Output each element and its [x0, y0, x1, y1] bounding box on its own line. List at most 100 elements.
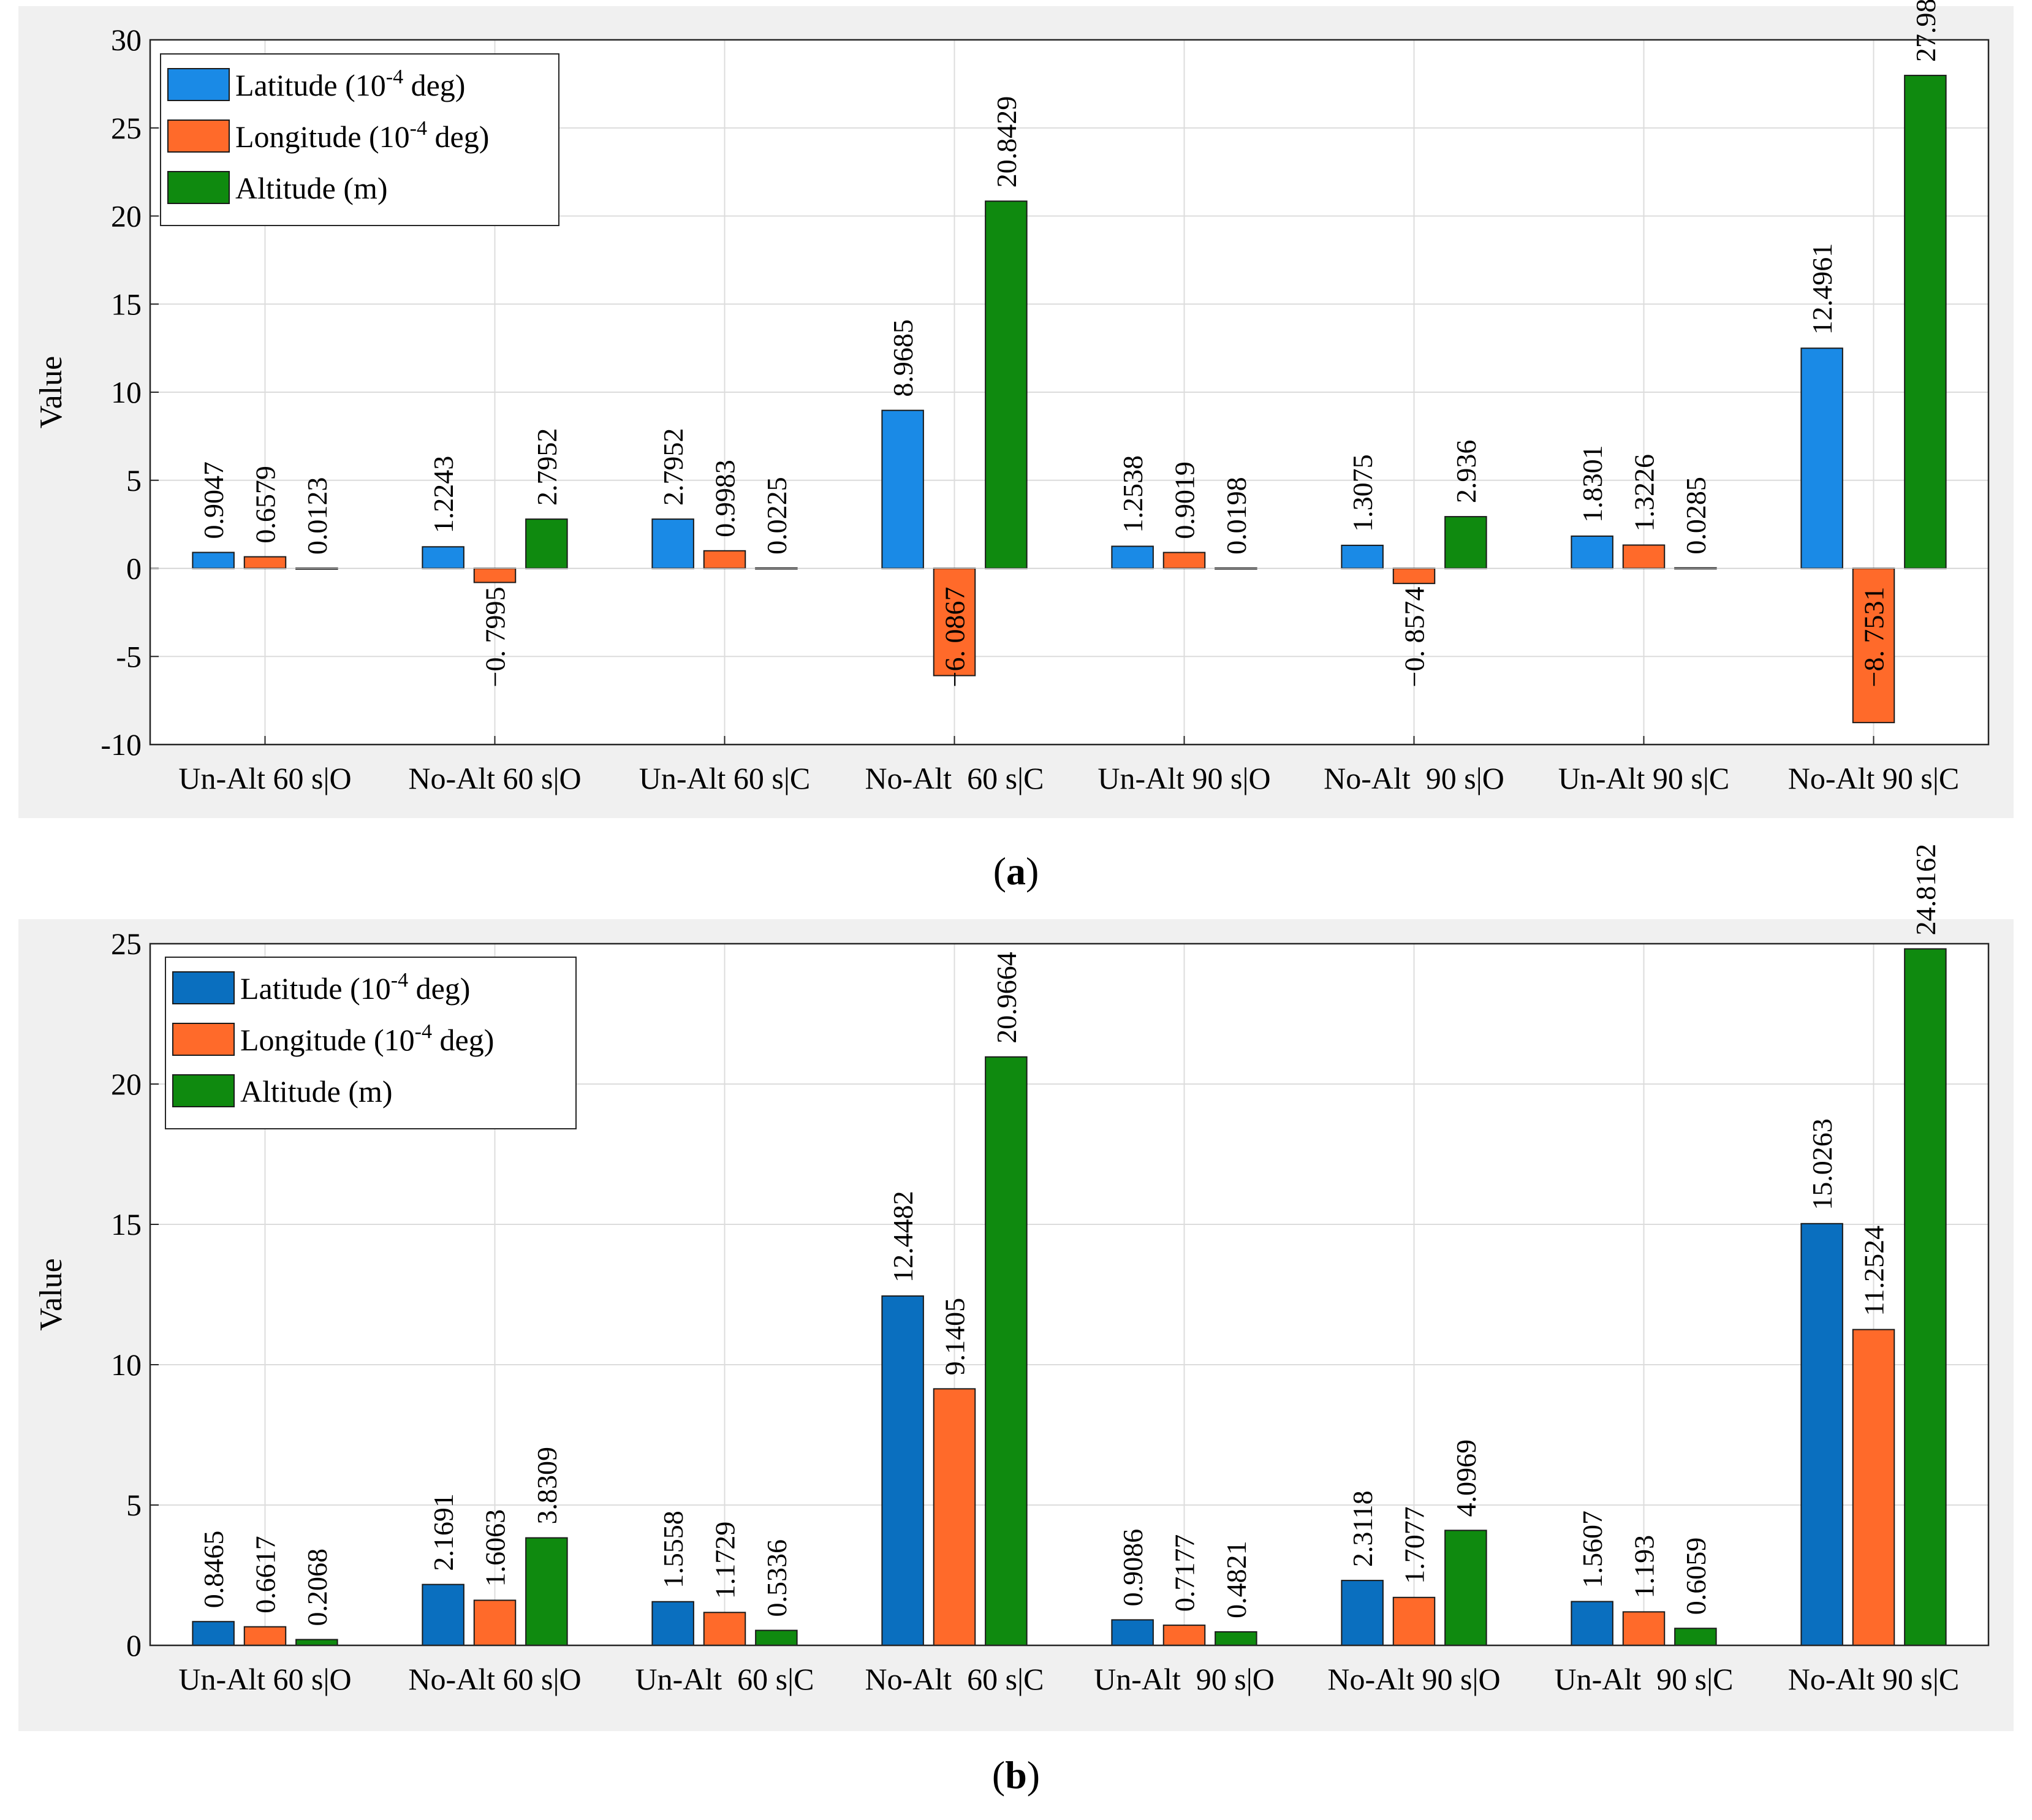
chart-a-ytick-label: 20	[111, 199, 142, 233]
chart-a-data-label: −8. 7531	[1859, 587, 1890, 688]
chart-a-xtick-label: No-Alt 90 s|O	[1324, 761, 1504, 795]
chart-b-data-label: 2.3118	[1347, 1490, 1378, 1567]
chart-b-bar-latitude	[1341, 1580, 1384, 1646]
chart-a-data-label: 1.2538	[1117, 455, 1148, 533]
chart-b-data-label: 15.0263	[1806, 1118, 1838, 1210]
chart-b-bar-altitude	[1674, 1628, 1717, 1646]
chart-b-data-label: 11.2524	[1859, 1226, 1890, 1316]
chart-a-ytick-label: -10	[100, 727, 142, 762]
chart-b-legend-entry: Latitude (10-4 deg)	[240, 969, 470, 1006]
chart-a-data-label: 0.6579	[250, 466, 281, 544]
chart-b-xtick-label: Un-Alt 60 s|O	[178, 1662, 351, 1696]
chart-b-data-label: 0.6617	[250, 1536, 281, 1613]
chart-a-axes-box	[149, 39, 1990, 746]
chart-a-bar-altitude	[525, 518, 568, 569]
chart-b-data-label: 0.9086	[1117, 1529, 1148, 1607]
chart-b-ytick-label: 5	[126, 1488, 142, 1522]
chart-b-ytick-label: 10	[111, 1348, 142, 1382]
chart-b-axes-box	[149, 942, 1990, 1647]
chart-b-bar-altitude	[1215, 1631, 1257, 1646]
chart-a-data-label: 1.2243	[428, 456, 459, 534]
caption-b: (b)	[991, 1753, 1041, 1797]
chart-a-data-label: 0.0225	[761, 477, 792, 555]
chart-b-bar-latitude	[651, 1601, 694, 1647]
chart-b-xtick-label: No-Alt 90 s|O	[1327, 1662, 1500, 1696]
chart-a-bar-altitude	[985, 200, 1028, 569]
chart-a-data-label: −6. 0867	[939, 587, 971, 688]
chart-a-data-label: −0. 8574	[1399, 587, 1430, 688]
chart-a-bar-latitude	[1571, 535, 1613, 569]
chart-a-ytick-label: 10	[111, 375, 142, 409]
chart-a-xtick-label: Un-Alt 60 s|O	[178, 761, 351, 795]
chart-a-bar-altitude	[1904, 75, 1947, 569]
chart-b-ytick-label: 25	[111, 927, 142, 961]
chart-a-svg: -10 -5 0 5 10 15 20 25 30 Un-Alt 60 s|O No-Alt 60 …	[34, 0, 1990, 795]
chart-b-bar-longitude	[1852, 1329, 1895, 1646]
chart-a-data-label: 1.3226	[1629, 454, 1660, 532]
chart-b-xtick-label: No-Alt 60 s|O	[408, 1662, 581, 1696]
chart-b-bar-longitude	[1162, 1625, 1206, 1647]
chart-b-bar-altitude	[295, 1639, 338, 1647]
chart-a-xtick-label: No-Alt 60 s|O	[408, 761, 581, 795]
chart-b-bar-altitude	[1444, 1530, 1487, 1647]
chart-a-ytick-label: -5	[116, 639, 142, 673]
chart-a-ytick-label: 30	[111, 23, 142, 57]
chart-a-ylabel: Value	[34, 356, 69, 428]
chart-b-data-label: 12.4482	[887, 1191, 919, 1283]
chart-a-xtick-label: Un-Alt 90 s|O	[1098, 761, 1270, 795]
chart-a-bar-longitude	[1162, 552, 1206, 569]
chart-b-legend-entry: Longitude (10-4 deg)	[240, 1020, 494, 1057]
chart-b-bar-altitude	[755, 1629, 798, 1647]
chart-a-data-label: 0.9983	[710, 460, 741, 537]
caption-a-letter: a	[1006, 849, 1026, 893]
chart-a-data-label: 0.0123	[301, 477, 333, 555]
chart-a-bar-latitude	[422, 546, 464, 569]
chart-a-legend-swatch	[167, 119, 230, 153]
chart-a-xtick-label: Un-Alt 60 s|C	[639, 761, 810, 795]
chart-b-data-label: 1.5607	[1577, 1511, 1608, 1588]
chart-b-data-label: 4.0969	[1450, 1439, 1482, 1517]
chart-a-data-label: 2.7952	[531, 428, 563, 506]
chart-b-data-label: 20.9664	[991, 952, 1022, 1044]
chart-a-bar-latitude	[1800, 347, 1843, 569]
chart-a-legend-entry: Altitude (m)	[235, 171, 388, 205]
chart-a-xtick-label: No-Alt 60 s|C	[865, 761, 1044, 795]
chart-b-svg: 0 5 10 15 20 25 Un-Alt 60 s|O No-Alt 60 s|O Un-A…	[34, 844, 1990, 1696]
chart-a-data-label: 2.936	[1450, 440, 1482, 504]
chart-b-data-label: 3.8309	[531, 1447, 563, 1525]
chart-b-bar-altitude	[525, 1537, 568, 1647]
chart-b-data-label: 0.5336	[761, 1539, 792, 1617]
chart-b-bar-altitude	[1904, 948, 1947, 1646]
chart-b-data-label: 0.6059	[1680, 1538, 1712, 1615]
chart-a-legend-swatch	[167, 68, 230, 101]
chart-a-data-label: 20.8429	[991, 96, 1022, 188]
chart-a-ytick-label: 5	[126, 463, 142, 498]
chart-panel-a: -10 -5 0 5 10 15 20 25 30 Un-Alt 60 s|O No-Alt 60 …	[18, 0, 2014, 818]
chart-b-data-label: 1.7077	[1399, 1506, 1430, 1584]
chart-a-xtick-label: No-Alt 90 s|C	[1788, 761, 1959, 795]
chart-b-bar-latitude	[1111, 1619, 1154, 1646]
chart-a-xtick-label: Un-Alt 90 s|C	[1558, 761, 1729, 795]
chart-a-data-label: 0.0285	[1680, 477, 1712, 555]
chart-b-data-label: 0.8465	[198, 1531, 229, 1609]
chart-b-data-label: 2.1691	[428, 1493, 459, 1571]
chart-b-xtick-label: Un-Alt 60 s|C	[635, 1662, 814, 1696]
chart-a-bar-longitude	[703, 550, 746, 569]
chart-b-bar-latitude	[881, 1295, 924, 1646]
chart-b-ytick-label: 15	[111, 1207, 142, 1242]
chart-a-data-label: 2.7952	[658, 428, 689, 506]
chart-b-xtick-label: Un-Alt 90 s|O	[1094, 1662, 1275, 1696]
chart-b-bar-longitude	[243, 1626, 287, 1646]
chart-a-bar-latitude	[192, 552, 235, 569]
chart-b-xtick-label: No-Alt 90 s|C	[1788, 1662, 1959, 1696]
chart-b-data-label: 0.2068	[301, 1549, 333, 1626]
chart-b-xtick-label: Un-Alt 90 s|C	[1555, 1662, 1734, 1696]
chart-b-legend-swatch	[172, 1074, 235, 1107]
chart-b-bar-latitude	[422, 1583, 464, 1647]
chart-b-ylabel: Value	[34, 1258, 69, 1330]
chart-b-data-label: 1.6063	[480, 1509, 511, 1587]
chart-b-data-label: 9.1405	[939, 1298, 971, 1376]
chart-a-bar-longitude	[1622, 544, 1666, 569]
chart-b-legend-entry: Altitude (m)	[240, 1074, 393, 1109]
chart-a-data-label: 8.9685	[887, 319, 919, 397]
